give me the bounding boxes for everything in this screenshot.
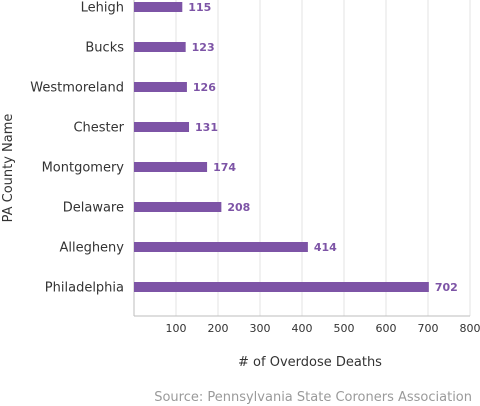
bar — [134, 202, 222, 212]
category-label: Bucks — [85, 41, 124, 56]
x-tick-label: 500 — [334, 322, 355, 335]
bar — [134, 42, 186, 52]
value-label: 414 — [314, 241, 337, 254]
value-label: 208 — [227, 201, 250, 214]
value-label: 123 — [192, 41, 215, 54]
x-tick-label: 800 — [460, 322, 480, 335]
x-tick-label: 400 — [292, 322, 313, 335]
grid-lines — [175, 0, 471, 316]
y-axis-title: PA County Name — [1, 114, 16, 223]
category-label: Philadelphia — [45, 281, 124, 296]
value-label: 131 — [195, 121, 218, 134]
category-label: Delaware — [63, 201, 124, 216]
category-label: Chester — [73, 121, 124, 136]
value-labels: 115 123 126 131 174 208 414 702 — [188, 1, 458, 294]
value-label: 174 — [213, 161, 236, 174]
category-label: Montgomery — [42, 161, 125, 176]
source-note: Source: Pennsylvania State Coroners Asso… — [154, 390, 472, 405]
category-label: Allegheny — [59, 241, 124, 256]
category-label: Lehigh — [81, 1, 124, 16]
x-tick-label: 300 — [250, 322, 271, 335]
x-tick-label: 100 — [166, 322, 187, 335]
x-tick-labels: 100 200 300 400 500 600 700 800 — [166, 322, 480, 335]
bar — [134, 282, 429, 292]
value-label: 115 — [188, 1, 211, 14]
category-label: Westmoreland — [30, 81, 124, 96]
category-labels: Lehigh Bucks Westmoreland Chester Montgomery… — [30, 1, 124, 296]
bar — [134, 122, 190, 132]
x-axis-title: # of Overdose Deaths — [238, 355, 382, 370]
bar — [134, 242, 308, 252]
bar — [134, 82, 187, 92]
x-tick-label: 200 — [208, 322, 229, 335]
value-label: 702 — [435, 281, 458, 294]
bar — [134, 162, 208, 172]
bar — [134, 2, 183, 12]
x-tick-label: 600 — [376, 322, 397, 335]
x-tick-label: 700 — [418, 322, 439, 335]
bars — [134, 2, 429, 292]
value-label: 126 — [193, 81, 216, 94]
